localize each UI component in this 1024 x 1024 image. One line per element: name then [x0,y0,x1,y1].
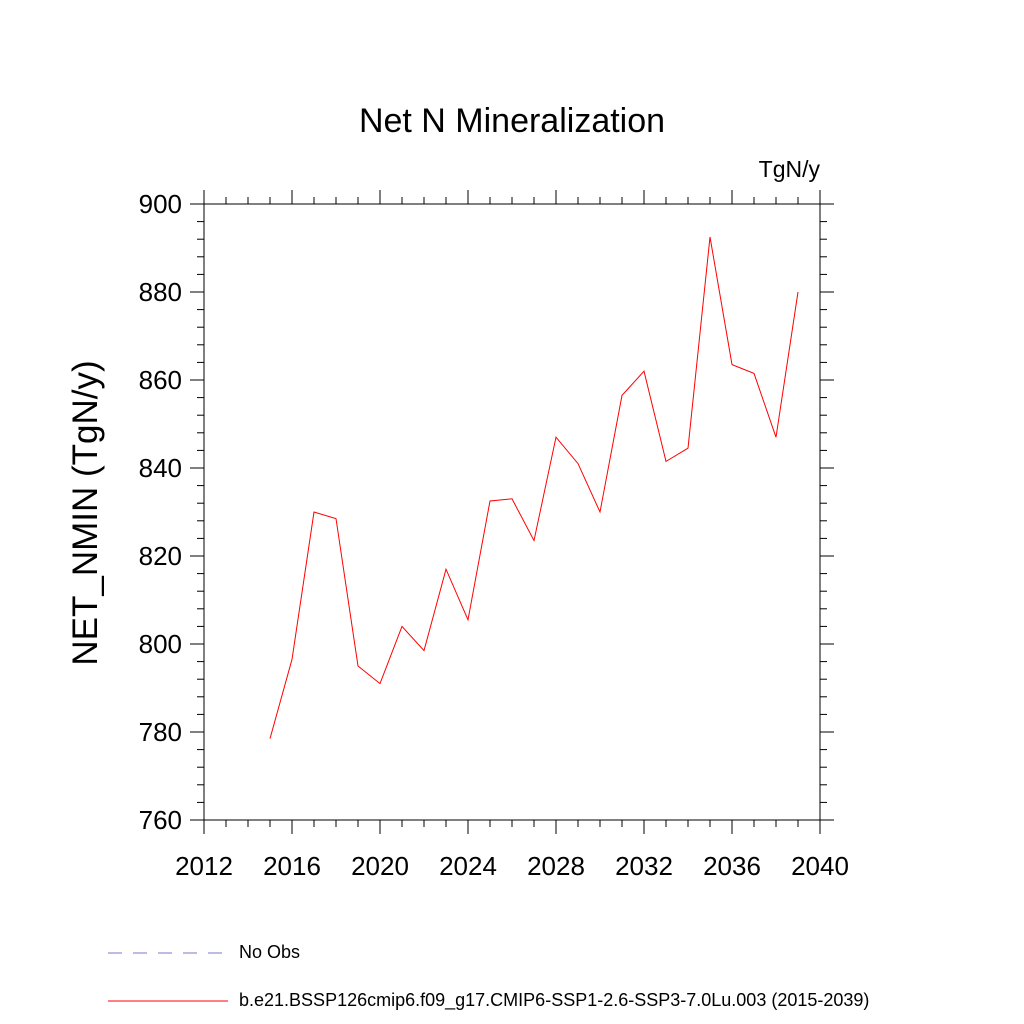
x-tick-label: 2036 [703,851,761,881]
x-tick-label: 2024 [439,851,497,881]
y-tick-label: 760 [139,805,182,835]
units-label: TgN/y [758,156,820,182]
x-tick-label: 2028 [527,851,585,881]
plot-frame [203,203,821,821]
y-tick-label: 860 [139,365,182,395]
y-tick-label: 800 [139,629,182,659]
y-tick-label: 880 [139,277,182,307]
y-tick-label: 820 [139,541,182,571]
x-tick-label: 2020 [351,851,409,881]
chart-title: Net N Mineralization [358,102,666,140]
x-tick-label: 2040 [791,851,849,881]
y-tick-label: 900 [139,189,182,219]
y-tick-label: 780 [139,717,182,747]
legend-label-no-obs: No Obs [239,942,301,962]
x-tick-label: 2012 [175,851,233,881]
y-tick-label: 840 [139,453,182,483]
legend-label-model: b.e21.BSSP126cmip6.f09_g17.CMIP6-SSP1-2.… [239,990,870,1010]
y-axis-label: NET_NMIN (TgN/y) [66,360,105,665]
x-tick-label: 2016 [263,851,321,881]
x-tick-label: 2032 [615,851,673,881]
series-line-model [269,236,799,739]
